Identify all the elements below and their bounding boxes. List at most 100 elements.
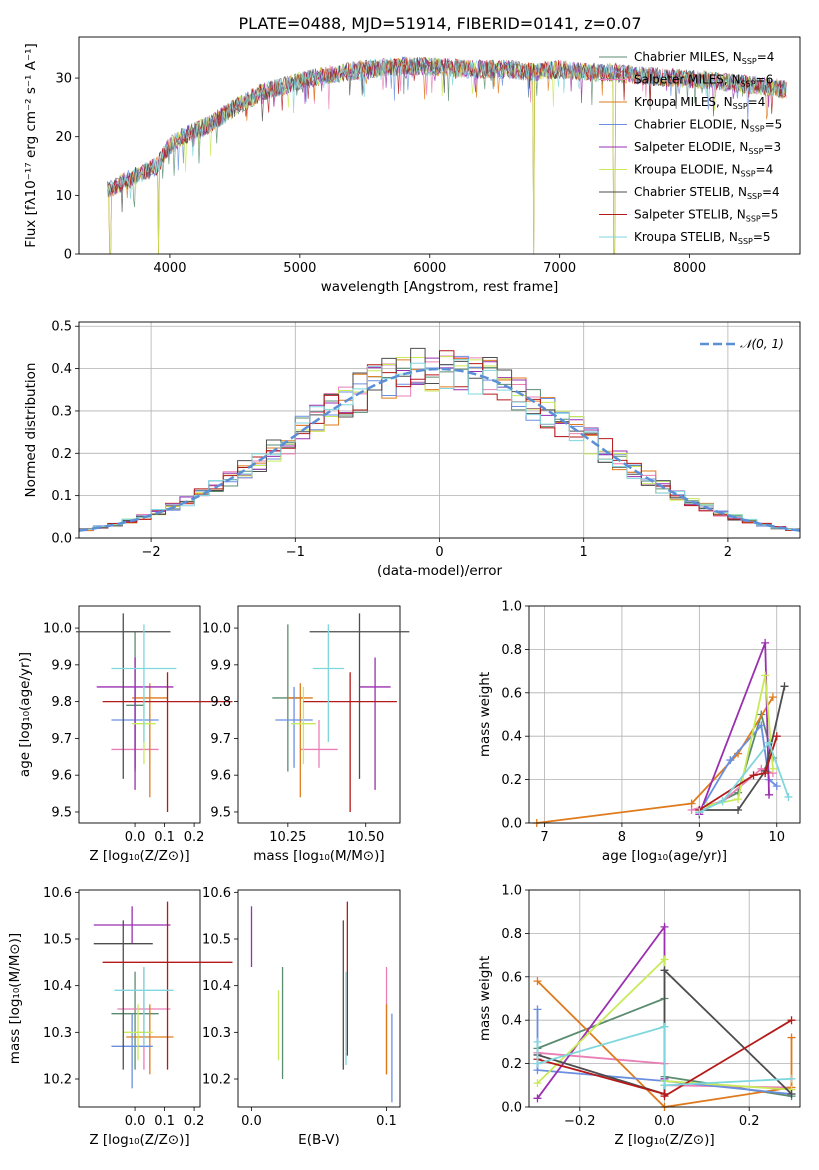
series-line-salpeter_elodie <box>536 924 666 1099</box>
y-tick-label: 9.6 <box>51 769 72 784</box>
residuals-panel: −2 −1 0 1 2 0.0 0.1 0.2 0.3 0.4 0.5 (data-model)/er… <box>23 320 801 579</box>
y-axis-label: age [log₁₀(age/yr)] <box>17 652 33 777</box>
mass-vs-ebv-panel: 0.0 0.1 10.2 10.3 10.4 10.5 10.6 E(B-V) <box>202 886 401 1148</box>
plot-frame <box>78 321 801 539</box>
y-tick-label: 0.1 <box>51 489 72 504</box>
series-marker <box>787 1033 796 1042</box>
age-vs-Z-panel: 0.0 0.1 0.2 9.5 9.6 9.7 9.8 9.9 10.0 Z [log₁₀(Z/Z… <box>17 605 233 864</box>
spectrum-panel: PLATE=0488, MJD=51914, FIBERID=0141, z=0… <box>23 14 801 295</box>
legend-entry: Salpeter STELIB, NSSP=5 <box>634 208 778 224</box>
plot-frame <box>78 889 201 1108</box>
spectrum-line-kroupa_elodie <box>107 57 787 254</box>
series-marker <box>765 790 774 799</box>
y-tick-label: 10.5 <box>202 933 231 948</box>
legend-entry: Chabrier MILES, NSSP=4 <box>634 50 774 66</box>
x-axis-label: E(B-V) <box>298 1132 340 1148</box>
plot-frame <box>78 36 801 255</box>
x-tick-label: 7000 <box>543 261 576 276</box>
y-tick-label: 0.4 <box>501 730 522 745</box>
y-axis-label: Normed distribution <box>23 363 39 498</box>
y-tick-label: 9.7 <box>51 732 72 747</box>
series-marker <box>772 782 781 791</box>
legend-entry: Salpeter ELODIE, NSSP=3 <box>634 140 781 156</box>
x-tick-label: −0.2 <box>564 1114 596 1129</box>
series-marker <box>780 682 789 691</box>
series-marker <box>660 1022 669 1031</box>
x-axis-label: Z [log₁₀(Z/Z⊙)] <box>89 848 189 864</box>
series-marker <box>726 756 735 765</box>
x-tick-label: 2 <box>724 545 732 560</box>
series-marker <box>687 799 696 808</box>
x-tick-label: 6000 <box>413 261 446 276</box>
series-marker <box>787 1074 796 1083</box>
x-axis-label: wavelength [Angstrom, rest frame] <box>321 279 559 295</box>
x-tick-label: 0.1 <box>154 1114 175 1129</box>
y-tick-label: 10.4 <box>202 979 231 994</box>
series-marker <box>757 721 766 730</box>
y-tick-label: 10.0 <box>202 622 231 637</box>
age-vs-mass-panel: 10.25 10.50 9.5 9.6 9.7 9.8 9.9 10.0 mass [log₁₀… <box>202 605 410 864</box>
y-tick-label: 9.5 <box>210 805 231 820</box>
histograms <box>79 347 800 532</box>
x-tick-label: 8 <box>618 830 626 845</box>
mass-weight-vs-age-panel: 7 8 9 10 0.0 0.2 0.4 0.6 0.8 1.0 age [log₁₀(age/yr… <box>477 600 801 864</box>
normal-curve <box>79 367 800 532</box>
legend-entry: Salpeter MILES, NSSP=6 <box>634 73 773 89</box>
y-tick-label: 10.5 <box>43 933 72 948</box>
plot-frame <box>237 605 401 824</box>
x-tick-label: 0.2 <box>184 830 205 845</box>
series-line-kroupa_miles <box>536 696 774 824</box>
y-tick-label: 9.8 <box>51 695 72 710</box>
series-line-kroupa_miles <box>536 980 793 1108</box>
series-marker <box>660 955 669 964</box>
y-tick-label: 10.4 <box>43 979 72 994</box>
x-tick-label: 10.50 <box>347 830 384 845</box>
spectrum-lines <box>107 55 787 254</box>
series-marker <box>695 808 704 817</box>
series-marker <box>761 671 770 680</box>
mass-vs-Z-panel: 0.0 0.1 0.2 10.2 10.3 10.4 10.5 10.6 Z [log₁₀(Z/… <box>7 886 233 1148</box>
series-marker <box>761 638 770 647</box>
x-tick-label: 0.2 <box>739 1114 760 1129</box>
series-marker <box>768 693 777 702</box>
x-tick-label: −2 <box>142 545 161 560</box>
x-tick-label: 0.0 <box>125 830 146 845</box>
y-tick-label: 0.2 <box>501 773 522 788</box>
series-marker <box>734 805 743 814</box>
y-tick-label: 0.2 <box>501 1057 522 1072</box>
y-tick-label: 0.4 <box>51 362 72 377</box>
series-marker <box>787 1089 796 1098</box>
series-marker <box>660 922 669 931</box>
series-marker <box>787 1016 796 1025</box>
legend-entry: 𝒩(0, 1) <box>740 337 784 351</box>
y-tick-label: 0.6 <box>501 686 522 701</box>
y-tick-label: 30 <box>55 72 72 87</box>
series-marker <box>533 1094 542 1103</box>
x-tick-label: 0.1 <box>154 830 175 845</box>
y-axis-label: mass [log₁₀(M/M⊙)] <box>7 933 23 1064</box>
series-marker <box>660 1081 669 1090</box>
legend-entry: Kroupa STELIB, NSSP=5 <box>634 230 771 246</box>
y-tick-label: 0.6 <box>501 970 522 985</box>
y-tick-label: 0.0 <box>501 1101 522 1116</box>
x-axis-label: age [log₁₀(age/yr)] <box>602 848 727 864</box>
figure-title: PLATE=0488, MJD=51914, FIBERID=0141, z=0… <box>238 14 641 33</box>
y-tick-label: 10.6 <box>202 886 231 901</box>
series-marker <box>533 1037 542 1046</box>
plot-frame <box>528 889 801 1108</box>
y-tick-label: 0.2 <box>51 447 72 462</box>
series-marker <box>772 732 781 741</box>
x-tick-label: 0.0 <box>125 1114 146 1129</box>
series-marker <box>718 797 727 806</box>
x-axis-label: Z [log₁₀(Z/Z⊙)] <box>614 1132 714 1148</box>
y-tick-label: 0 <box>64 248 72 263</box>
x-axis-label: Z [log₁₀(Z/Z⊙)] <box>89 1132 189 1148</box>
x-tick-label: 0.0 <box>241 1114 262 1129</box>
y-axis-label: mass weight <box>477 956 493 1041</box>
y-tick-label: 1.0 <box>501 884 522 899</box>
series-marker <box>533 1079 542 1088</box>
series-marker <box>765 738 774 747</box>
x-axis-label: mass [log₁₀(M/M⊙)] <box>253 848 384 864</box>
series-line-salpeter_stelib <box>698 735 778 811</box>
x-tick-label: 0.1 <box>376 1114 397 1129</box>
